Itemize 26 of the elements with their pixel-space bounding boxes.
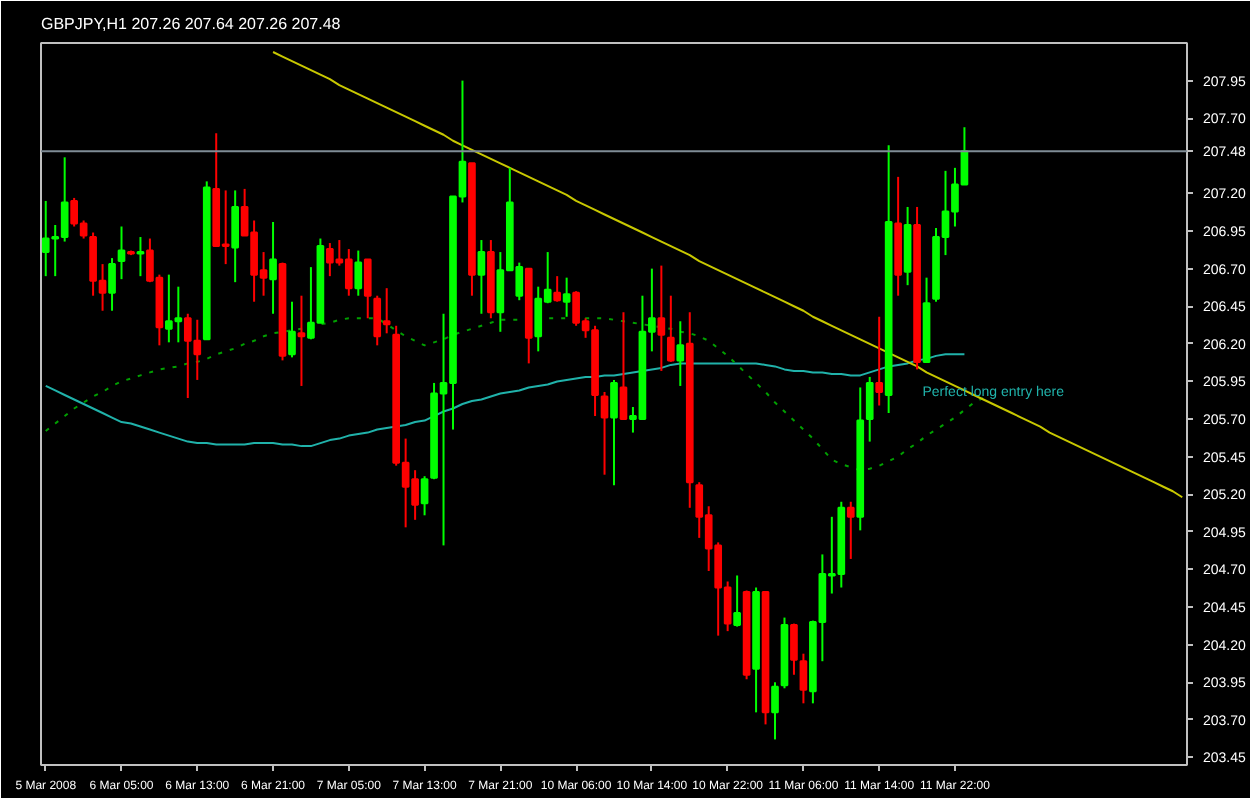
candlestick xyxy=(610,378,618,487)
candlestick xyxy=(846,500,855,560)
candlestick xyxy=(733,574,741,628)
candlestick xyxy=(363,258,372,320)
candlestick xyxy=(875,315,884,407)
candlestick xyxy=(477,239,486,315)
candlestick xyxy=(136,236,145,278)
candlestick xyxy=(297,294,306,387)
candlestick xyxy=(354,249,363,297)
line-series xyxy=(272,51,1184,499)
candlestick xyxy=(562,276,571,318)
candlestick xyxy=(657,264,666,372)
candlestick xyxy=(288,300,296,359)
chart-title: GBPJPY,H1 207.26 207.64 207.26 207.48 xyxy=(41,15,342,33)
candlestick xyxy=(619,311,628,421)
candlestick xyxy=(666,294,675,363)
candlestick xyxy=(865,375,874,443)
candlestick xyxy=(903,205,912,287)
candlestick xyxy=(553,275,562,303)
candlestick xyxy=(231,189,239,284)
candlestick xyxy=(117,225,126,281)
candlestick xyxy=(600,390,609,476)
candlestick xyxy=(108,257,116,312)
candlestick xyxy=(676,320,685,387)
candlestick xyxy=(771,681,779,741)
candlestick xyxy=(269,221,277,315)
